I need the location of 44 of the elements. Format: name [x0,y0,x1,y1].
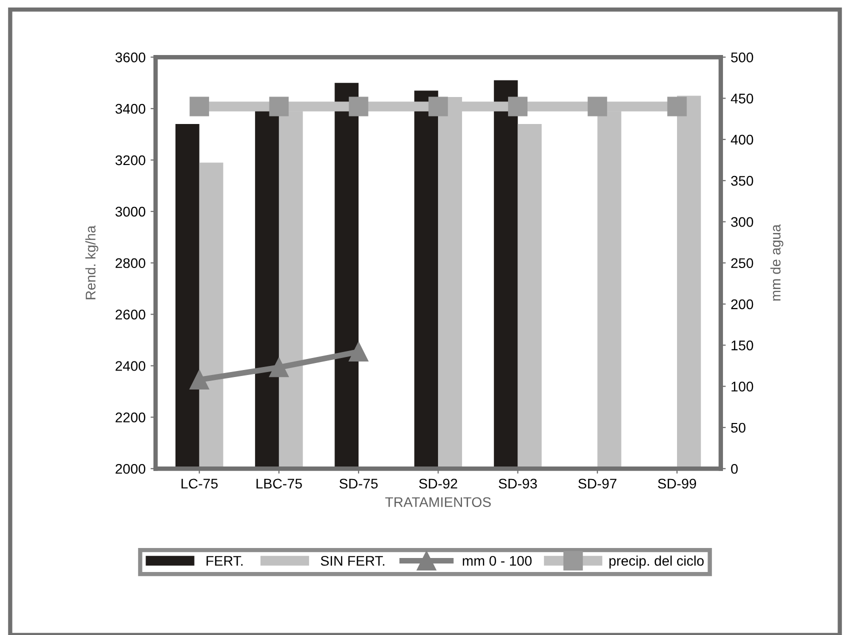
x-tick-label: SD-92 [419,478,458,489]
y-tick-label: 2800 [116,258,146,268]
y2-tick-label: 250 [731,258,754,268]
x-tick-label: SD-93 [498,478,537,489]
y-tick-label: 2600 [116,310,146,320]
y2-tick-label: 400 [730,134,754,145]
point [190,370,210,390]
y-tick-label: 3600 [115,52,146,62]
y2-tick-label: 500 [731,52,754,62]
x-axis-title: TRATAMIENTOS [385,497,491,508]
y2-tick-label: 150 [732,340,754,350]
point [667,96,687,116]
y-tick-label: 3200 [115,155,146,166]
point [348,342,368,362]
point [269,96,289,116]
point [348,96,368,116]
legend-label: SIN FERT. [320,556,384,566]
y-axis-title: Rend. kg/ha [85,225,98,300]
point [508,96,528,116]
y2-tick-label: 0 [731,464,738,474]
y-tick-label: 3400 [115,104,146,114]
x-tick-label: SD-97 [578,478,616,489]
y2-tick-label: 300 [731,217,754,227]
legend-label: precip. del ciclo [609,556,704,569]
y2-tick-label: 450 [730,94,754,104]
x-tick-label: LC-75 [182,478,218,489]
x-tick-label: SD-99 [658,478,696,489]
legend-label: FERT. [206,556,243,566]
y2-tick-label: 50 [731,422,746,433]
y-tick-label: 3000 [115,206,146,217]
x-tick-label: LBC-75 [256,478,302,489]
y2-tick-label: 350 [731,176,754,186]
y-tick-label: 2400 [116,361,146,371]
point [269,358,289,378]
point [428,96,448,116]
legend-label: mm 0 - 100 [462,556,532,566]
point [588,96,608,116]
y-tick-label: 2000 [116,464,146,474]
x-tick-label: SD-75 [340,478,378,489]
y2-tick-label: 100 [732,382,754,392]
point [190,96,210,116]
y2-tick-label: 200 [731,299,754,310]
y2-axis-title: mm de agua [770,224,784,301]
y-tick-label: 2200 [116,412,146,422]
